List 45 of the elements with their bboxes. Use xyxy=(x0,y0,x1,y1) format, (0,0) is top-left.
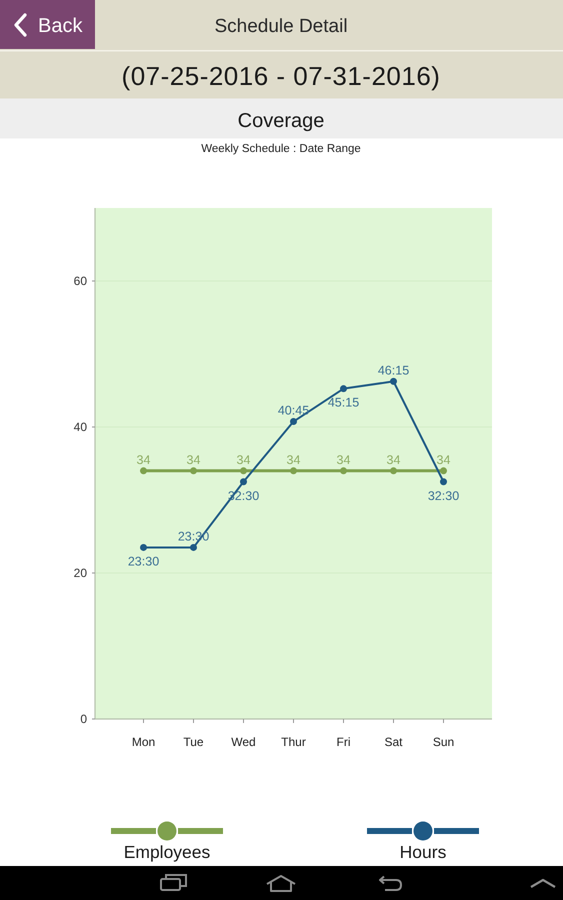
x-tick-label: Thur xyxy=(281,735,306,749)
data-label: 40:45 xyxy=(278,404,310,418)
point xyxy=(440,478,447,486)
data-label: 34 xyxy=(286,452,300,467)
x-tick-label: Sun xyxy=(432,735,454,749)
y-tick-label: 20 xyxy=(74,566,88,580)
legend-label: Employees xyxy=(124,842,211,862)
point xyxy=(340,467,347,474)
data-label: 34 xyxy=(336,452,350,467)
data-label: 46:15 xyxy=(378,363,410,378)
x-tick-label: Tue xyxy=(183,735,204,749)
data-label: 34 xyxy=(186,452,200,467)
y-tick-label: 0 xyxy=(80,712,88,726)
chart-subtitle: Weekly Schedule : Date Range xyxy=(201,143,361,155)
text: Back xyxy=(38,15,84,37)
point xyxy=(290,418,297,426)
point xyxy=(140,467,147,474)
point xyxy=(240,478,247,486)
data-label: 34 xyxy=(436,452,450,467)
point xyxy=(190,544,197,551)
text: (07-25-2016 - 07-31-2016) xyxy=(122,61,440,91)
y-tick-label: 40 xyxy=(74,420,88,434)
point xyxy=(190,467,197,474)
x-tick-label: Fri xyxy=(336,735,350,749)
data-label: 34 xyxy=(136,452,150,467)
back-button[interactable] xyxy=(0,0,95,49)
point xyxy=(140,544,147,551)
point xyxy=(390,378,397,385)
point xyxy=(240,467,247,474)
legend-label: Hours xyxy=(400,842,447,862)
x-tick-label: Wed xyxy=(231,735,256,749)
data-label: 34 xyxy=(386,452,400,467)
data-label: 23:30 xyxy=(128,554,160,568)
point xyxy=(340,385,347,392)
point xyxy=(390,467,397,474)
chart-title: Coverage xyxy=(238,110,324,132)
data-label: 32:30 xyxy=(428,488,460,503)
text: Schedule Detail xyxy=(214,16,348,37)
point xyxy=(440,467,447,474)
data-label: 45:15 xyxy=(328,396,360,410)
x-tick-label: Sat xyxy=(384,735,404,749)
x-tick-label: Mon xyxy=(132,735,156,749)
y-tick-label: 60 xyxy=(74,274,88,288)
data-label: 34 xyxy=(236,452,250,467)
point xyxy=(290,467,297,474)
